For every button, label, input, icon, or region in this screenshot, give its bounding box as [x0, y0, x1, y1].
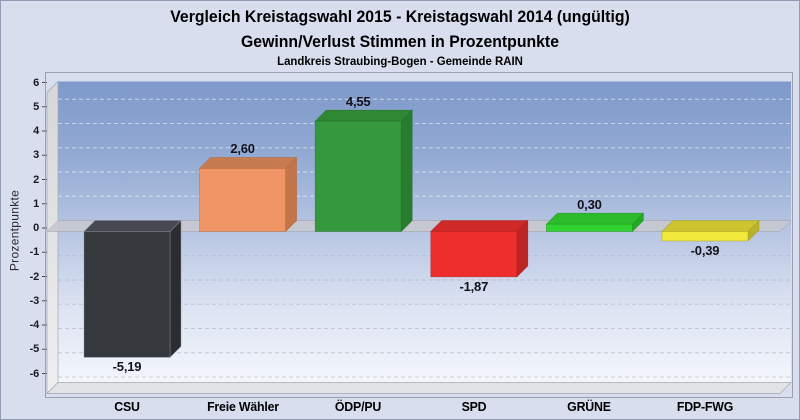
y-tick-label: -2: [29, 270, 40, 283]
y-tick-label: 5: [33, 100, 39, 113]
bar-value-label: 0,30: [577, 197, 602, 213]
axis-floor: [46, 382, 792, 394]
y-tick-label: 0: [33, 222, 39, 234]
axis-wall-left: [46, 80, 59, 395]
chart-subtitle: Gewinn/Verlust Stimmen in Prozentpunkte: [240, 32, 560, 51]
y-tick-label: 4: [33, 125, 39, 137]
bar-value-label: -5,19: [112, 359, 142, 375]
bar-top-face: [314, 109, 413, 122]
bar-top-face: [430, 220, 529, 232]
chart-region-caption: Landkreis Straubing-Bogen - Gemeinde RAI…: [277, 54, 523, 68]
bar-top-face: [198, 157, 298, 169]
bar-csu: [83, 219, 182, 359]
category-label: CSU: [114, 399, 140, 414]
bar-front-face: [314, 120, 402, 232]
plot-frame: [45, 72, 793, 398]
bar-value-label: -1,87: [459, 278, 489, 294]
bar-value-label: 4,55: [345, 94, 371, 110]
y-tick-label: 1: [33, 197, 39, 210]
bar-oedp-pu: [314, 109, 413, 233]
y-tick-label: -3: [29, 294, 40, 307]
bar-top-face: [83, 220, 182, 232]
category-label: FDP-FWG: [676, 399, 734, 414]
bar-freie-waehler: [198, 156, 298, 233]
bar-front-face: [83, 231, 171, 358]
bar-spd: [430, 219, 529, 278]
bar-fdp-fwg: [661, 219, 760, 242]
gridlines: [58, 98, 791, 378]
bar-side-face: [169, 219, 182, 359]
bar-side-face: [400, 109, 413, 233]
chart-title: Vergleich Kreistagswahl 2015 - Kreistags…: [170, 7, 630, 26]
y-tick-label: -4: [29, 319, 40, 331]
y-tick-label: 2: [33, 173, 39, 186]
bar-top-face: [545, 212, 645, 225]
bar-value-label: -0,39: [690, 242, 720, 258]
y-tick-label: -6: [29, 367, 40, 380]
y-tick-label: 6: [33, 76, 39, 89]
bar-front-face: [546, 223, 633, 232]
category-label: ÖDP/PU: [335, 399, 382, 414]
y-tick-label: -5: [29, 343, 40, 356]
y-tick-label: 3: [33, 149, 39, 162]
bar-side-face: [285, 156, 297, 233]
category-label: GRÜNE: [567, 399, 612, 414]
bar-front-face: [430, 231, 518, 278]
category-label: Freie Wähler: [206, 399, 279, 414]
y-tick-marks: [42, 82, 47, 374]
bar-top-face: [661, 220, 760, 232]
bar-gruene: [545, 212, 645, 233]
y-tick-label: -1: [29, 246, 40, 259]
bar-front-face: [661, 231, 749, 242]
bar-value-label: 2,60: [230, 141, 255, 157]
category-label: SPD: [461, 399, 487, 414]
bar-front-face: [199, 168, 286, 232]
